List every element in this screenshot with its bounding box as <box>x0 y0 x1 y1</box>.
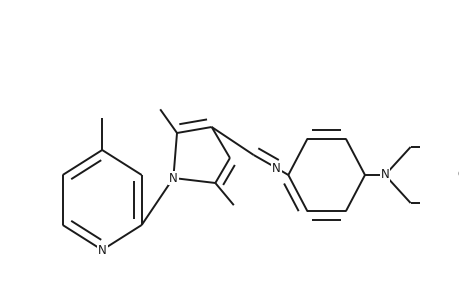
Text: O: O <box>456 169 459 182</box>
Text: N: N <box>380 169 389 182</box>
Text: N: N <box>272 161 280 175</box>
Text: N: N <box>168 172 177 184</box>
Text: N: N <box>98 244 106 256</box>
